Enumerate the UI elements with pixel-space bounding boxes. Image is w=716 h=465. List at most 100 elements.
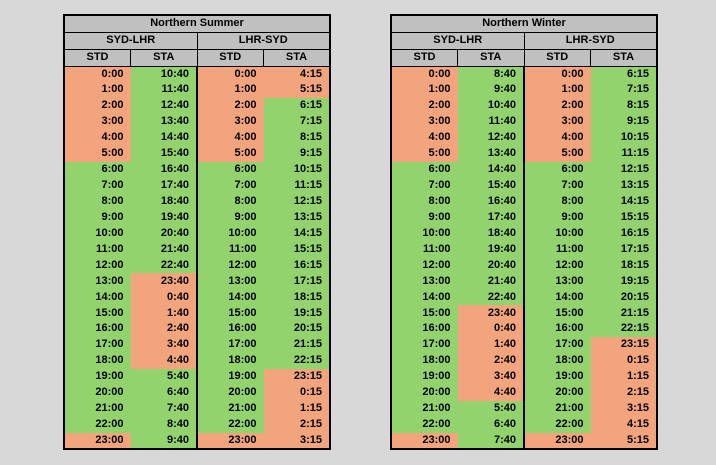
time-cell: 4:00 (196, 129, 264, 146)
time-cell: 8:40 (457, 66, 524, 82)
time-cell: 19:00 (391, 368, 458, 385)
time-row: 11:00 19:40 11:00 17:15 (391, 241, 657, 258)
time-row: 10:00 20:40 10:00 14:15 (64, 225, 330, 242)
time-row: 9:00 19:40 9:00 13:15 (64, 209, 330, 226)
time-row: 13:00 23:40 13:00 17:15 (64, 273, 330, 290)
time-cell: 20:40 (457, 257, 524, 274)
time-row: 8:00 16:40 8:00 14:15 (391, 193, 657, 210)
time-cell: 8:00 (196, 193, 264, 210)
time-cell: 8:40 (130, 416, 197, 433)
time-cell: 16:40 (130, 161, 197, 178)
time-cell: 2:00 (391, 97, 458, 114)
time-cell: 22:15 (590, 321, 657, 337)
time-cell: 11:00 (196, 241, 264, 258)
time-cell: 18:15 (263, 289, 330, 306)
time-cell: 4:00 (523, 129, 591, 146)
time-cell: 19:15 (590, 273, 657, 290)
time-cell: 22:00 (523, 416, 591, 433)
time-row: 6:00 16:40 6:00 10:15 (64, 161, 330, 178)
time-row: 0:00 10:40 0:00 4:15 (64, 66, 330, 82)
time-row: 15:00 23:40 15:00 21:15 (391, 305, 657, 321)
time-cell: 15:00 (391, 305, 458, 321)
time-cell: 1:00 (523, 81, 591, 98)
time-row: 1:00 9:40 1:00 7:15 (391, 81, 657, 98)
time-row: 12:00 22:40 12:00 16:15 (64, 257, 330, 274)
time-cell: 13:15 (263, 209, 330, 226)
time-cell: 19:15 (263, 305, 330, 321)
time-cell: 16:40 (457, 193, 524, 210)
column-header-sta: STA (457, 48, 525, 67)
time-cell: 11:15 (590, 145, 657, 162)
time-cell: 6:15 (590, 66, 657, 82)
time-cell: 19:40 (130, 209, 197, 226)
direction-header: SYD-LHR (63, 31, 198, 50)
time-cell: 7:00 (523, 177, 591, 194)
time-cell: 9:40 (457, 81, 524, 98)
time-row: 18:00 2:40 18:00 0:15 (391, 352, 657, 369)
time-cell: 6:40 (457, 416, 524, 433)
time-cell: 3:00 (523, 113, 591, 130)
time-cell: 20:40 (130, 225, 197, 242)
time-cell: 7:15 (263, 113, 330, 130)
time-cell: 9:15 (590, 113, 657, 130)
time-cell: 18:00 (391, 352, 458, 369)
time-cell: 15:00 (64, 305, 131, 321)
time-cell: 12:15 (590, 161, 657, 178)
time-cell: 23:00 (523, 432, 591, 449)
time-cell: 4:40 (130, 352, 197, 369)
time-cell: 7:15 (590, 81, 657, 98)
time-cell: 2:00 (64, 97, 131, 114)
time-row: 9:00 17:40 9:00 15:15 (391, 209, 657, 226)
time-row: 12:00 20:40 12:00 18:15 (391, 257, 657, 274)
column-header-std: STD (523, 48, 591, 67)
time-cell: 15:15 (590, 209, 657, 226)
time-cell: 16:15 (263, 257, 330, 274)
time-cell: 23:00 (391, 432, 458, 449)
time-row: 22:00 6:40 22:00 4:15 (391, 416, 657, 433)
time-cell: 22:00 (391, 416, 458, 433)
time-cell: 17:40 (457, 209, 524, 226)
time-cell: 5:00 (523, 145, 591, 162)
time-cell: 14:15 (590, 193, 657, 210)
time-cell: 6:15 (263, 97, 330, 114)
time-row: 11:00 21:40 11:00 15:15 (64, 241, 330, 258)
time-cell: 10:40 (130, 66, 197, 82)
time-row: 14:00 0:40 14:00 18:15 (64, 289, 330, 306)
time-cell: 18:00 (196, 352, 264, 369)
time-cell: 0:15 (590, 352, 657, 369)
time-cell: 1:40 (457, 336, 524, 353)
time-cell: 19:00 (64, 368, 131, 385)
time-cell: 11:00 (523, 241, 591, 258)
time-cell: 3:15 (590, 400, 657, 417)
time-cell: 20:00 (64, 384, 131, 401)
time-cell: 21:40 (130, 241, 197, 258)
time-cell: 10:00 (391, 225, 458, 242)
time-row: 7:00 15:40 7:00 13:15 (391, 177, 657, 194)
time-cell: 16:00 (391, 321, 458, 337)
time-cell: 16:15 (590, 225, 657, 242)
time-cell: 10:40 (457, 97, 524, 114)
time-cell: 10:15 (263, 161, 330, 178)
time-row: 3:00 13:40 3:00 7:15 (64, 113, 330, 130)
time-cell: 8:15 (263, 129, 330, 146)
time-cell: 12:40 (457, 129, 524, 146)
time-cell: 9:00 (196, 209, 264, 226)
time-cell: 14:40 (457, 161, 524, 178)
time-cell: 22:00 (196, 416, 264, 433)
time-row: 5:00 15:40 5:00 9:15 (64, 145, 330, 162)
time-row: 2:00 10:40 2:00 8:15 (391, 97, 657, 114)
time-cell: 5:15 (263, 81, 330, 98)
time-row: 0:00 8:40 0:00 6:15 (391, 66, 657, 82)
time-cell: 3:00 (196, 113, 264, 130)
time-cell: 7:00 (196, 177, 264, 194)
time-cell: 1:15 (590, 368, 657, 385)
time-cell: 1:00 (196, 81, 264, 98)
time-cell: 3:15 (263, 432, 330, 449)
time-cell: 17:00 (391, 336, 458, 353)
time-row: 21:00 7:40 21:00 1:15 (64, 400, 330, 417)
time-cell: 9:15 (263, 145, 330, 162)
time-cell: 6:40 (130, 384, 197, 401)
time-row: 20:00 4:40 20:00 2:15 (391, 384, 657, 401)
time-cell: 2:00 (523, 97, 591, 114)
